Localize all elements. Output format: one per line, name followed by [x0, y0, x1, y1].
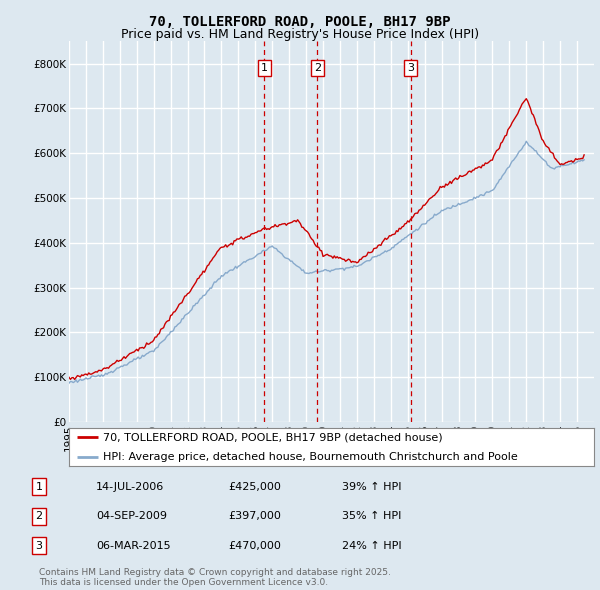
Text: 14-JUL-2006: 14-JUL-2006 — [96, 482, 164, 491]
Text: Price paid vs. HM Land Registry's House Price Index (HPI): Price paid vs. HM Land Registry's House … — [121, 28, 479, 41]
Text: 1: 1 — [261, 63, 268, 73]
Text: Contains HM Land Registry data © Crown copyright and database right 2025.
This d: Contains HM Land Registry data © Crown c… — [39, 568, 391, 587]
Text: 70, TOLLERFORD ROAD, POOLE, BH17 9BP: 70, TOLLERFORD ROAD, POOLE, BH17 9BP — [149, 15, 451, 29]
Text: 06-MAR-2015: 06-MAR-2015 — [96, 541, 170, 550]
Text: £470,000: £470,000 — [228, 541, 281, 550]
Text: 1: 1 — [35, 482, 43, 491]
Text: 04-SEP-2009: 04-SEP-2009 — [96, 512, 167, 521]
Text: £425,000: £425,000 — [228, 482, 281, 491]
Text: 3: 3 — [407, 63, 414, 73]
Text: 35% ↑ HPI: 35% ↑ HPI — [342, 512, 401, 521]
Text: 3: 3 — [35, 541, 43, 550]
Text: 24% ↑ HPI: 24% ↑ HPI — [342, 541, 401, 550]
Text: £397,000: £397,000 — [228, 512, 281, 521]
Text: 70, TOLLERFORD ROAD, POOLE, BH17 9BP (detached house): 70, TOLLERFORD ROAD, POOLE, BH17 9BP (de… — [103, 432, 443, 442]
Text: 2: 2 — [35, 512, 43, 521]
Text: 39% ↑ HPI: 39% ↑ HPI — [342, 482, 401, 491]
Text: HPI: Average price, detached house, Bournemouth Christchurch and Poole: HPI: Average price, detached house, Bour… — [103, 451, 518, 461]
Text: 2: 2 — [314, 63, 321, 73]
